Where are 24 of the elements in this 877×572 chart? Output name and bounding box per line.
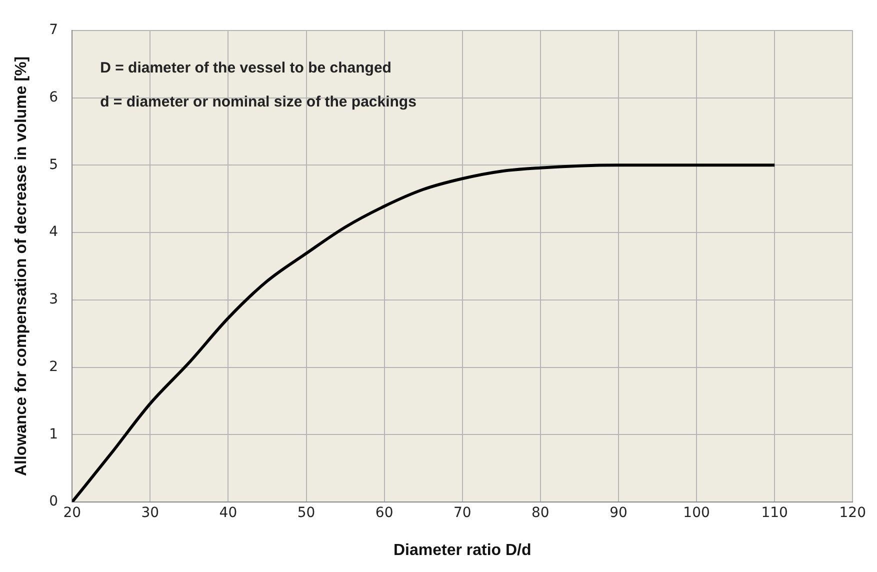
- x-tick-label: 90: [610, 505, 628, 522]
- x-tick-label: 100: [683, 505, 710, 522]
- y-tick-label: 3: [49, 292, 58, 308]
- x-tick-label: 120: [839, 505, 866, 522]
- x-tick-label: 60: [375, 505, 394, 522]
- y-tick-label: 5: [49, 156, 58, 173]
- y-tick-label: 1: [49, 426, 58, 442]
- x-tick-label: 110: [761, 505, 788, 522]
- x-tick-label: 40: [219, 505, 238, 522]
- y-tick-label: 0: [49, 494, 58, 510]
- y-tick-label: 4: [49, 224, 58, 240]
- annotation: d = diameter or nominal size of the packings: [100, 94, 416, 111]
- line-series: [72, 164, 776, 502]
- x-tick-label: 20: [63, 505, 82, 522]
- x-tick-label: 50: [297, 505, 316, 522]
- y-tick-label: 7: [49, 22, 58, 38]
- y-tick-label: 6: [49, 89, 58, 106]
- x-tick-label: 80: [532, 505, 550, 522]
- x-axis-title: Diameter ratio D/d: [393, 542, 532, 559]
- y-axis-title: Allowance for compensation of decrease in volume [%]: [13, 56, 30, 476]
- x-tick-label: 70: [453, 505, 472, 522]
- y-tick-label: 2: [49, 358, 58, 375]
- annotation: D = diameter of the vessel to be changed: [100, 60, 392, 77]
- x-tick-label: 30: [141, 505, 160, 522]
